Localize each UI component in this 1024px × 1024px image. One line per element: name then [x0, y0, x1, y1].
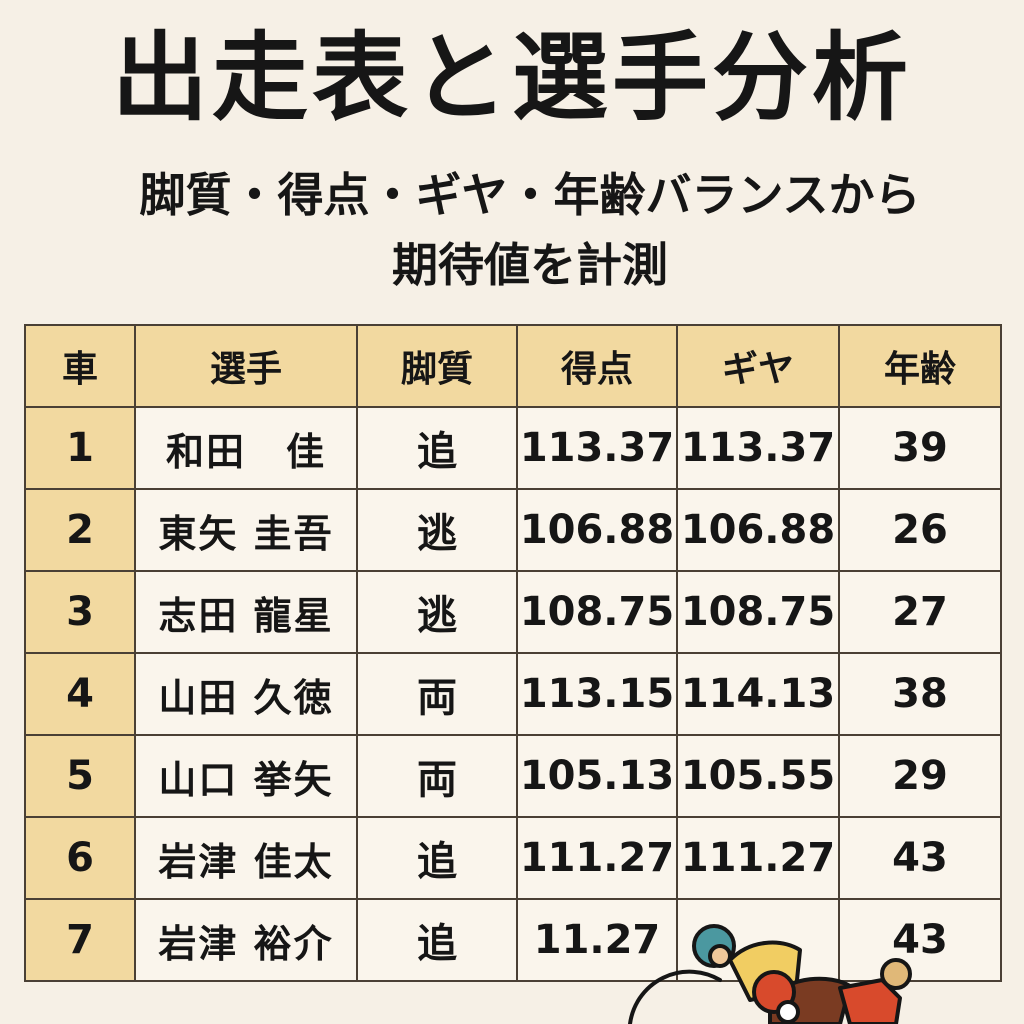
rider-score: 108.75	[516, 570, 678, 654]
rider-name: 東矢 圭吾	[134, 488, 358, 572]
rider-age: 43	[838, 898, 1002, 982]
wheel-shape	[628, 969, 722, 1024]
rider-age: 27	[838, 570, 1002, 654]
rider-name: 山田 久徳	[134, 652, 358, 736]
car-number: 4	[24, 652, 136, 736]
riding-style: 両	[356, 734, 518, 818]
rider-name: 志田 龍星	[134, 570, 358, 654]
rider-age: 29	[838, 734, 1002, 818]
riding-style: 追	[356, 898, 518, 982]
rider-score: 106.88	[516, 488, 678, 572]
rider-face	[776, 1000, 800, 1024]
car-number: 1	[24, 406, 136, 490]
rider-score: 113.37	[516, 406, 678, 490]
column-header-gear: ギヤ	[676, 324, 840, 408]
rider-head	[880, 958, 912, 990]
gear-value: 114.13	[676, 652, 840, 736]
rider-face	[708, 944, 732, 968]
rider-score: 111.27	[516, 816, 678, 900]
table-row: 1 和田 佳 追 113.37 113.37 39	[24, 406, 1002, 490]
gear-value: 105.55	[676, 734, 840, 818]
table-row: 5 山口 挙矢 両 105.13 105.55 29	[24, 734, 1002, 818]
car-number: 2	[24, 488, 136, 572]
rider-age: 43	[838, 816, 1002, 900]
table-row: 4 山田 久徳 両 113.15 114.13 38	[24, 652, 1002, 736]
gear-value: 108.75	[676, 570, 840, 654]
table-header-row: 車 選手 脚質 得点 ギヤ 年齢	[24, 324, 1002, 408]
cyclists-illustration	[628, 924, 912, 1024]
rider-jersey	[838, 978, 902, 1024]
gear-value: 106.88	[676, 488, 840, 572]
rider-score: 11.27	[516, 898, 678, 982]
subtitle-line-1: 脚質・得点・ギヤ・年齢バランスから	[139, 168, 921, 222]
rider-age: 39	[838, 406, 1002, 490]
column-header-rider: 選手	[134, 324, 358, 408]
gear-value: 111.27	[676, 816, 840, 900]
table-row: 7 岩津 裕介 追 11.27 43	[24, 898, 1002, 982]
column-header-score: 得点	[516, 324, 678, 408]
column-header-style: 脚質	[356, 324, 518, 408]
rider-age: 38	[838, 652, 1002, 736]
car-number: 5	[24, 734, 136, 818]
rider-name: 和田 佳	[134, 406, 358, 490]
rider-age: 26	[838, 488, 1002, 572]
rider-name: 岩津 佳太	[134, 816, 358, 900]
rider-name: 山口 挙矢	[134, 734, 358, 818]
riding-style: 追	[356, 816, 518, 900]
car-number: 7	[24, 898, 136, 982]
riding-style: 逃	[356, 570, 518, 654]
page-title: 出走表と選手分析	[112, 22, 912, 134]
rider-score: 113.15	[516, 652, 678, 736]
riding-style: 逃	[356, 488, 518, 572]
race-entry-table: 車 選手 脚質 得点 ギヤ 年齢 1 和田 佳 追 113.37 113.37 …	[24, 324, 1002, 982]
column-header-car: 車	[24, 324, 136, 408]
column-header-age: 年齢	[838, 324, 1002, 408]
gear-value: 113.37	[676, 406, 840, 490]
subtitle-line-2: 期待値を計測	[392, 238, 668, 292]
riding-style: 追	[356, 406, 518, 490]
table-row: 2 東矢 圭吾 逃 106.88 106.88 26	[24, 488, 1002, 572]
car-number: 3	[24, 570, 136, 654]
table-row: 6 岩津 佳太 追 111.27 111.27 43	[24, 816, 1002, 900]
table-row: 3 志田 龍星 逃 108.75 108.75 27	[24, 570, 1002, 654]
rider-name: 岩津 裕介	[134, 898, 358, 982]
car-number: 6	[24, 816, 136, 900]
rider-score: 105.13	[516, 734, 678, 818]
riding-style: 両	[356, 652, 518, 736]
